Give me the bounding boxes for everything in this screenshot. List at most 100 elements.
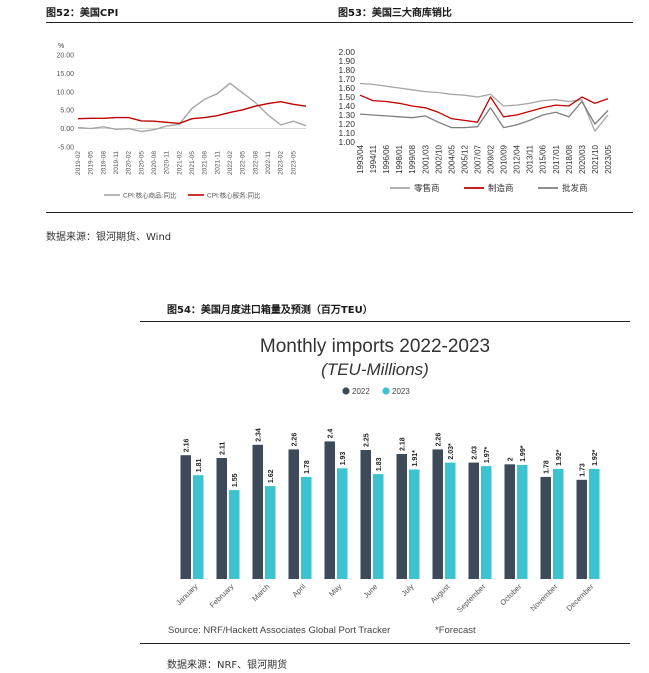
- inv-xtick-label: 2015/06: [539, 144, 548, 173]
- imports-bar-label: 1.92*: [556, 449, 563, 466]
- inv-xtick-label: 2023/05: [604, 144, 613, 173]
- inv-ytick-label: 1.20: [338, 119, 355, 129]
- cpi-xtick-label: 2022-08: [252, 151, 259, 175]
- imports-xtick-label: April: [290, 582, 307, 599]
- imports-bar-2023: [553, 468, 564, 579]
- cpi-xtick-label: 2021-08: [202, 151, 209, 175]
- imports-bar-2023: [265, 486, 276, 579]
- cpi-xtick-label: 2021-11: [214, 151, 221, 175]
- imports-chart-title: Monthly imports 2022-2023: [260, 336, 490, 357]
- cpi-legend-label: CPI:核心商品:同比: [123, 191, 177, 200]
- imports-xtick-label: August: [429, 581, 453, 605]
- cpi-xtick-label: 2019-11: [113, 151, 120, 175]
- cpi-xtick-label: 2023-02: [278, 151, 285, 175]
- cpi-ytick-label: 10.00: [56, 89, 74, 96]
- fig54-top-rule: [140, 321, 630, 322]
- imports-xtick-label: November: [529, 582, 560, 613]
- cpi-ylabel: %: [58, 43, 64, 50]
- imports-bar-2022: [180, 455, 191, 579]
- cpi-chart: % 20.00 15.00 10.00 5.00 0.00 -5.00 2019-02 20…: [56, 43, 307, 200]
- imports-bar-2022: [504, 464, 515, 579]
- imports-bar-label: 1.55: [232, 473, 239, 487]
- imports-bar-label: 1.78: [304, 460, 311, 474]
- imports-bar-label: 2.4: [327, 429, 334, 439]
- imports-bar-label: 2.11: [219, 442, 226, 455]
- imports-bar-label: 1.78: [543, 460, 550, 474]
- cpi-xtick-label: 2022-05: [240, 151, 247, 175]
- inv-xtick-label: 2017/01: [552, 144, 561, 173]
- inv-ytick-label: 1.50: [338, 92, 355, 102]
- imports-bar-label: 2.18: [399, 437, 406, 451]
- inv-xtick-label: 2013/11: [526, 144, 535, 173]
- imports-bar-label: 1.83: [376, 457, 383, 471]
- cpi-xtick-label: 2022-11: [265, 151, 272, 175]
- imports-xtick-label: February: [208, 582, 236, 610]
- imports-bar-label: 1.97*: [484, 446, 491, 463]
- imports-bar-2023: [229, 490, 240, 579]
- imports-bar-2022: [216, 458, 227, 579]
- imports-bar-label: 2: [507, 457, 514, 461]
- inv-xtick-label: 1994/11: [369, 144, 378, 173]
- cpi-xtick-label: 2021-02: [176, 151, 183, 175]
- top-rule: [46, 22, 633, 23]
- imports-bar-2023: [445, 462, 456, 579]
- imports-bar-2023: [337, 468, 348, 579]
- cpi-ytick-label: 15.00: [56, 71, 74, 78]
- inv-xtick-label: 2012/04: [513, 144, 522, 173]
- inv-ytick-label: 1.40: [338, 101, 355, 111]
- imports-bar-2022: [432, 449, 443, 579]
- imports-bar-label: 1.62: [268, 469, 275, 483]
- imports-bar-label: 1.91*: [412, 450, 419, 467]
- imports-bar-2023: [193, 475, 204, 579]
- cpi-xtick-label: 2020-11: [164, 151, 171, 175]
- imports-bar-2022: [540, 476, 551, 579]
- imports-bar-label: 2.34: [255, 428, 262, 442]
- imports-bar-label: 1.99*: [520, 445, 527, 462]
- imports-bar-2022: [576, 479, 587, 579]
- inv-xtick-label: 2009/02: [487, 144, 496, 173]
- inv-ytick-label: 1.30: [338, 110, 355, 120]
- inv-xtick-label: 2004/05: [447, 144, 456, 173]
- inv-xtick-label: 1999/08: [408, 144, 417, 173]
- inv-legend-label: 零售商: [414, 183, 440, 193]
- inv-series-line-2: [359, 100, 609, 129]
- imports-bar-label: 2.25: [363, 433, 370, 447]
- inv-xtick-label: 2002/10: [434, 144, 443, 173]
- inventory-sales-chart: 2.001.901.801.701.601.501.401.301.201.10…: [338, 47, 613, 193]
- imports-chart-subtitle: (TEU-Millions): [321, 360, 429, 379]
- imports-xtick-label: June: [362, 582, 380, 600]
- cpi-xtick-label: 2023-05: [290, 151, 297, 175]
- cpi-series-line-1: [77, 100, 307, 125]
- imports-xtick-label: May: [327, 582, 344, 599]
- imports-bar-label: 1.92*: [592, 449, 599, 466]
- imports-bar-label: 2.26: [435, 433, 442, 447]
- imports-xtick-label: December: [565, 582, 596, 613]
- inv-xtick-label: 2010/09: [500, 144, 509, 173]
- cpi-xtick-label: 2020-05: [138, 151, 145, 175]
- inv-xtick-label: 1993/04: [356, 144, 365, 173]
- inv-ytick-label: 1.60: [338, 83, 355, 93]
- imports-bar-2022: [468, 462, 479, 579]
- inv-legend-label: 制造商: [488, 183, 514, 193]
- cpi-xtick-label: 2019-05: [88, 151, 95, 175]
- cpi-xtick-label: 2021-05: [189, 151, 196, 175]
- cpi-ytick-label: 5.00: [60, 108, 74, 115]
- imports-legend-label: 2022: [352, 387, 370, 396]
- cpi-xtick-label: 2022-02: [227, 151, 234, 175]
- inv-ytick-label: 1.70: [338, 74, 355, 84]
- inv-legend-label: 批发商: [562, 183, 588, 193]
- imports-bar-2023: [517, 464, 528, 579]
- imports-bar-2023: [409, 469, 420, 579]
- imports-bar-label: 1.93: [340, 452, 347, 466]
- imports-footnote: *Forecast: [435, 625, 476, 636]
- imports-bar-2023: [373, 474, 384, 579]
- cpi-ytick-label: 0.00: [60, 126, 74, 133]
- inv-series-line-0: [359, 82, 609, 132]
- imports-bar-label: 2.16: [183, 438, 190, 452]
- inv-ytick-label: 1.00: [338, 137, 355, 147]
- cpi-legend-label: CPI:核心服务:同比: [207, 191, 261, 200]
- inv-xtick-label: 2021/10: [591, 144, 600, 173]
- imports-bar-2022: [252, 444, 263, 579]
- imports-legend-dot: [342, 387, 350, 395]
- imports-bar-2022: [324, 441, 335, 579]
